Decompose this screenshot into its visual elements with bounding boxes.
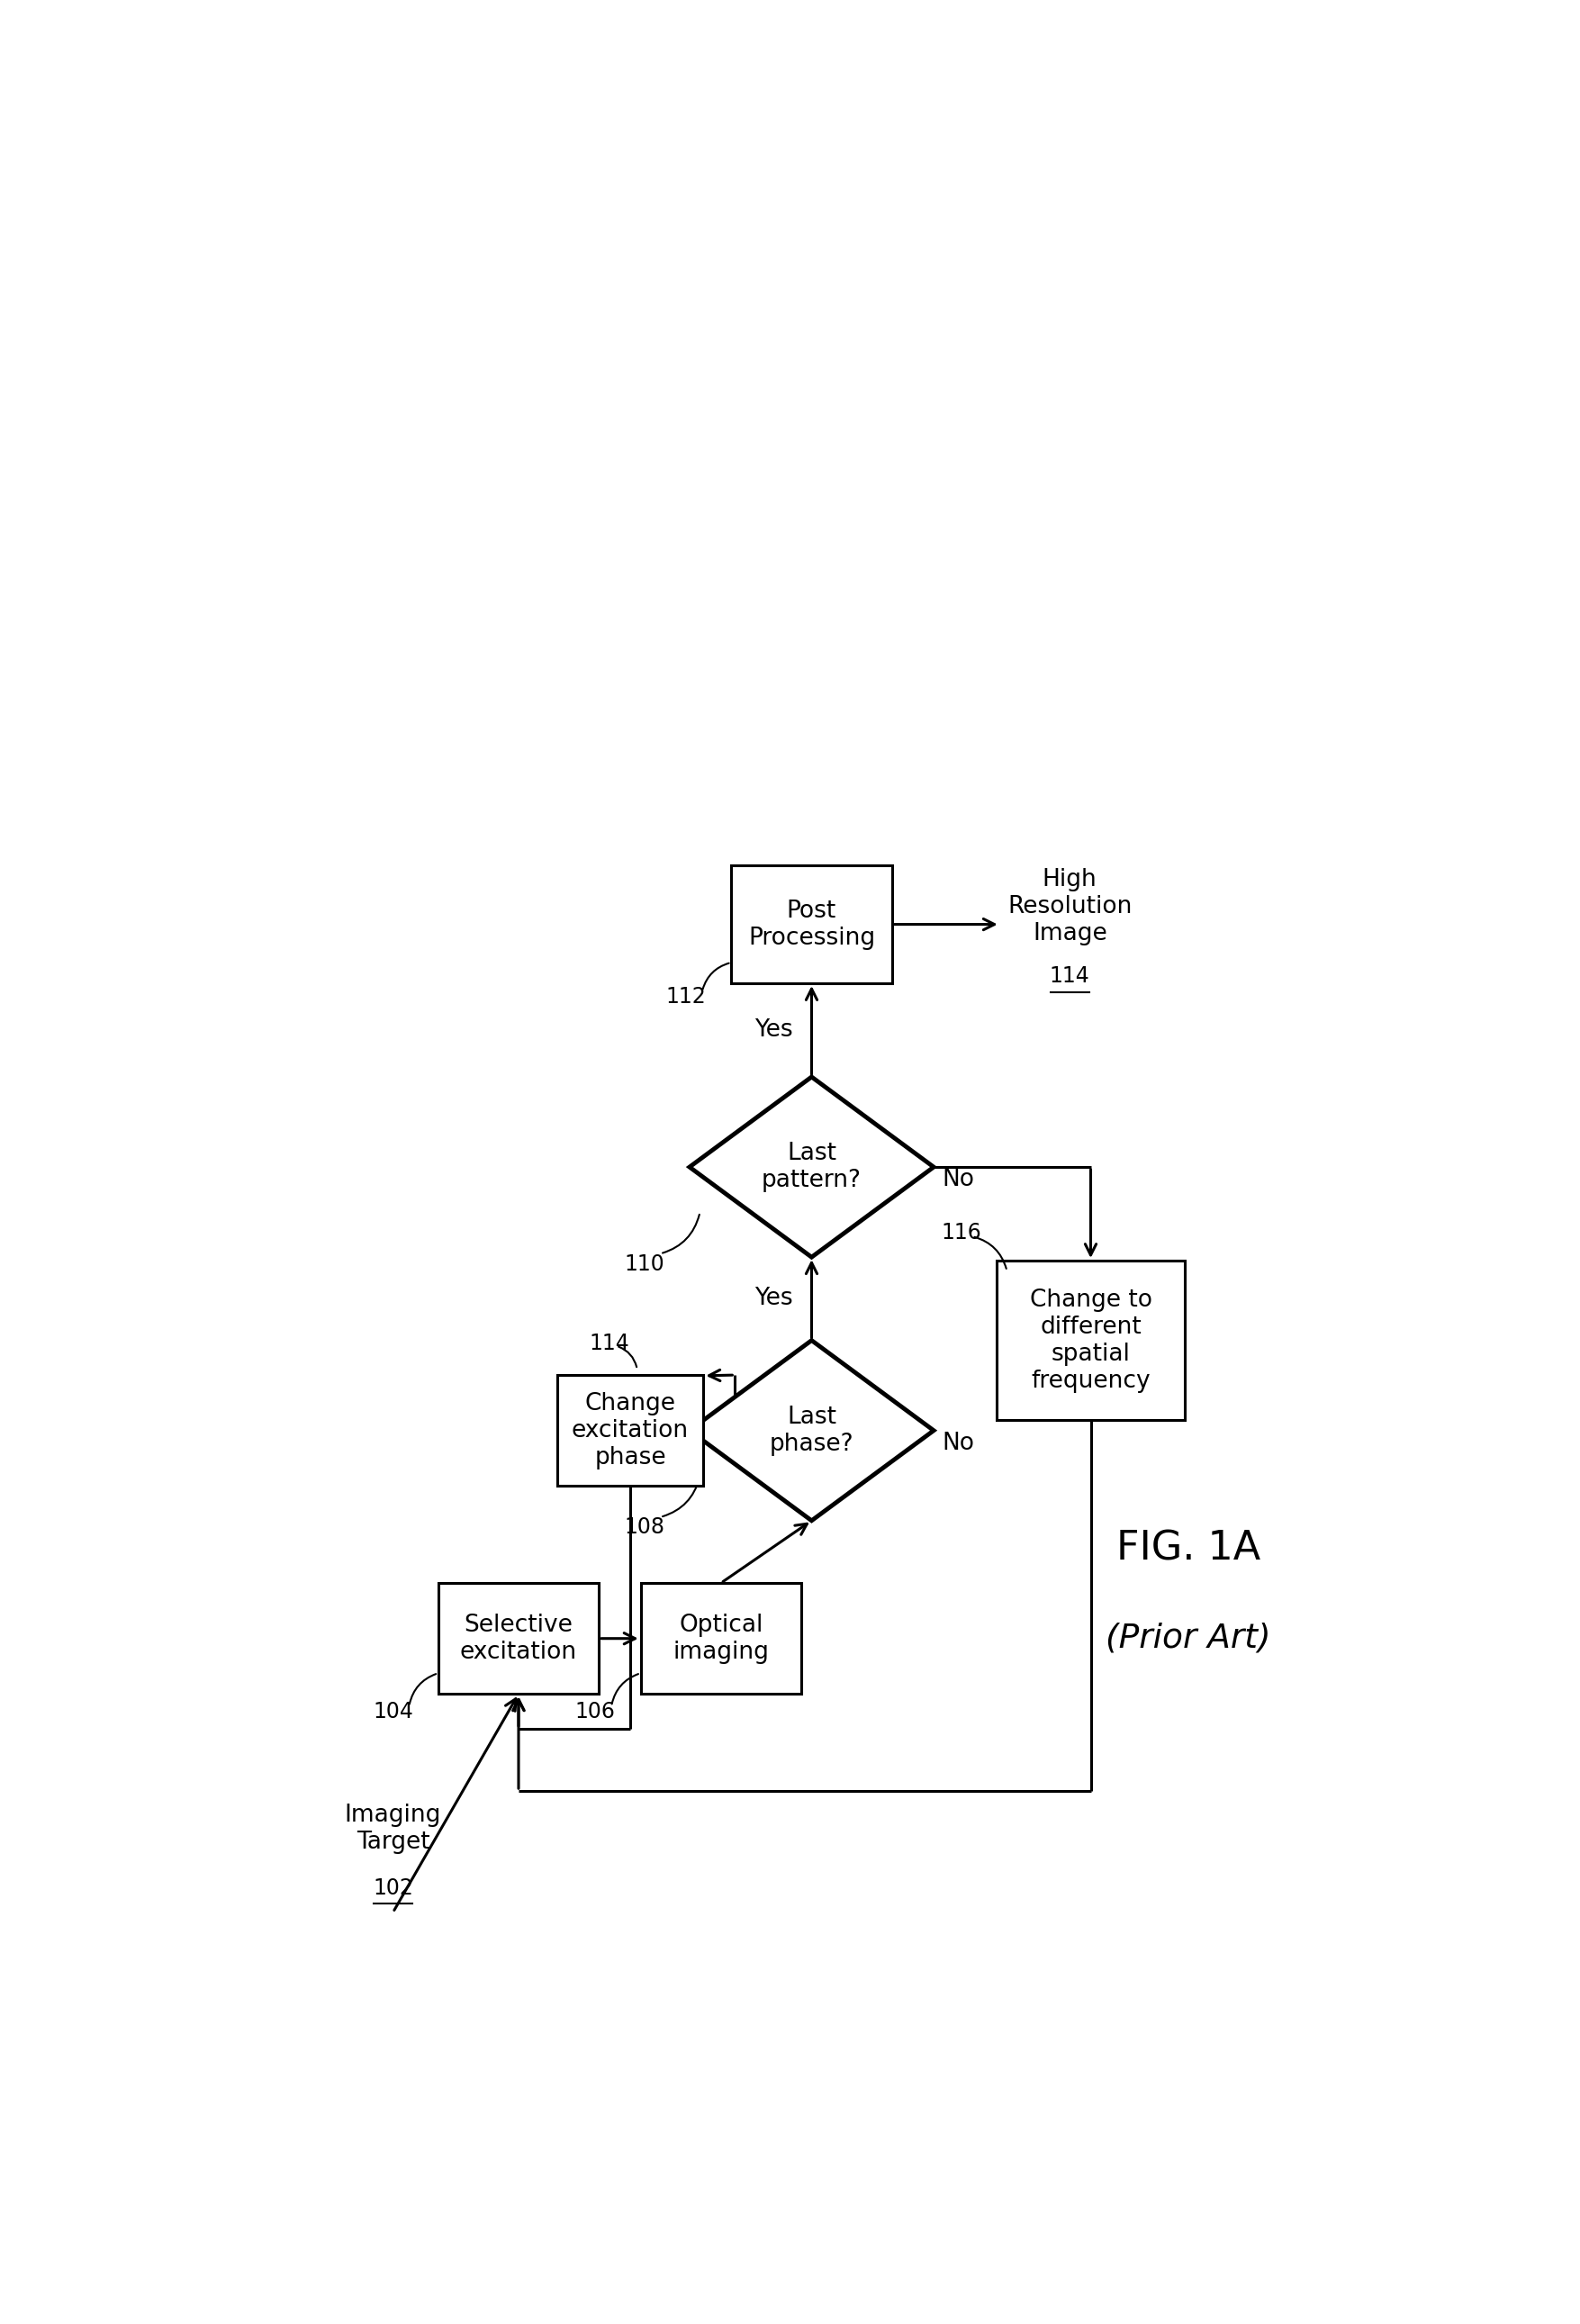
Text: Yes: Yes (754, 1018, 792, 1041)
Text: Change
excitation
phase: Change excitation phase (572, 1392, 689, 1469)
Text: Imaging
Target: Imaging Target (344, 1803, 441, 1855)
FancyBboxPatch shape (995, 1260, 1185, 1420)
Text: 114: 114 (1049, 964, 1089, 988)
FancyBboxPatch shape (732, 865, 891, 983)
Text: 110: 110 (624, 1253, 664, 1276)
Text: 104: 104 (373, 1701, 412, 1722)
Text: 102: 102 (373, 1878, 412, 1899)
Text: High
Resolution
Image: High Resolution Image (1006, 869, 1131, 946)
Text: Optical
imaging: Optical imaging (673, 1613, 768, 1664)
Text: 114: 114 (589, 1334, 629, 1355)
Text: Last
phase?: Last phase? (769, 1406, 853, 1455)
FancyBboxPatch shape (438, 1583, 599, 1694)
Text: 116: 116 (942, 1222, 981, 1243)
Text: 106: 106 (575, 1701, 615, 1722)
Text: No: No (942, 1167, 973, 1192)
Polygon shape (689, 1076, 934, 1257)
Text: 108: 108 (624, 1518, 664, 1538)
FancyBboxPatch shape (640, 1583, 801, 1694)
Text: FIG. 1A: FIG. 1A (1115, 1529, 1259, 1569)
Text: 112: 112 (665, 985, 706, 1009)
Polygon shape (689, 1341, 934, 1520)
FancyBboxPatch shape (556, 1376, 703, 1485)
Text: Last
pattern?: Last pattern? (762, 1141, 861, 1192)
Text: Selective
excitation: Selective excitation (460, 1613, 577, 1664)
Text: No: No (942, 1432, 973, 1455)
Text: Change to
different
spatial
frequency: Change to different spatial frequency (1029, 1287, 1152, 1392)
Text: (Prior Art): (Prior Art) (1104, 1622, 1270, 1655)
Text: Post
Processing: Post Processing (747, 899, 875, 951)
Text: Yes: Yes (754, 1287, 792, 1311)
